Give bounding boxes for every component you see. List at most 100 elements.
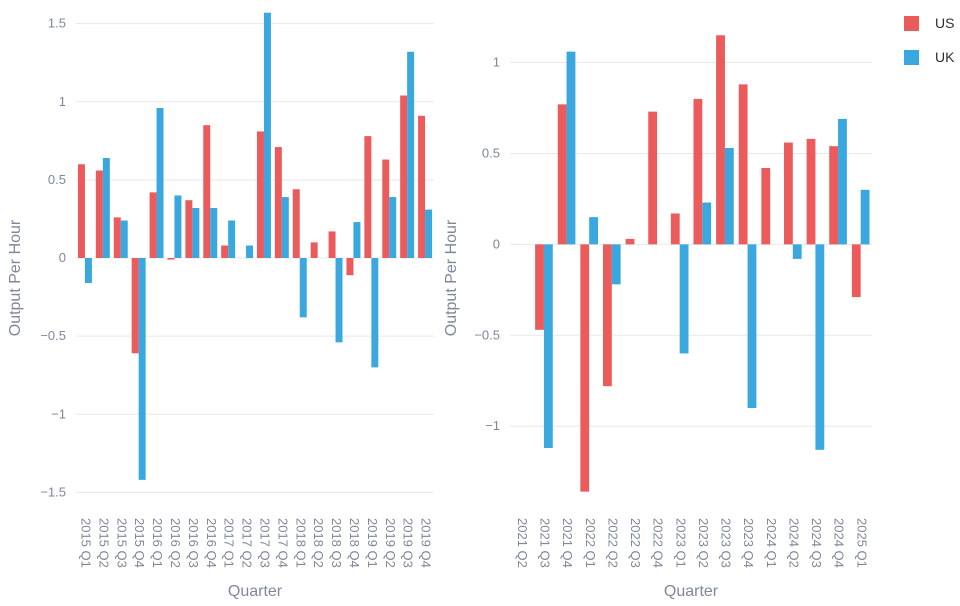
bar-uk — [407, 51, 415, 258]
bar-us — [557, 104, 567, 245]
x-tick-label: 2019 Q2 — [383, 518, 398, 568]
bar-uk — [210, 208, 218, 258]
bar-uk — [120, 220, 128, 258]
bar-uk — [679, 244, 689, 354]
bar-uk — [156, 108, 164, 258]
bar-uk — [299, 258, 307, 318]
x-axis-title: Quarter — [664, 583, 719, 600]
bar-uk — [838, 118, 847, 245]
bar-us — [382, 159, 390, 258]
bar-us — [149, 192, 157, 258]
bar-us — [602, 244, 612, 387]
x-tick-label: 2016 Q2 — [168, 518, 183, 568]
bar-uk — [174, 195, 182, 258]
x-tick-label: 2016 Q3 — [186, 518, 201, 568]
x-tick-label: 2022 Q1 — [583, 518, 598, 568]
bar-us — [310, 242, 318, 258]
bar-us — [221, 245, 229, 258]
bar-uk — [335, 258, 343, 343]
bar-us — [716, 35, 725, 245]
bar-uk — [425, 209, 433, 258]
legend-label-us: US — [935, 15, 954, 31]
x-tick-label: 2022 Q2 — [605, 518, 620, 568]
x-axis-title: Quarter — [228, 583, 283, 600]
legend-swatch-us — [904, 16, 919, 31]
x-tick-label: 2022 Q4 — [651, 518, 666, 568]
bar-us — [625, 238, 635, 245]
bar-us — [418, 115, 426, 258]
bar-uk — [228, 220, 236, 258]
x-tick-label: 2015 Q4 — [132, 518, 147, 568]
bar-us — [328, 231, 336, 258]
bar-uk — [246, 245, 254, 258]
bar-uk — [860, 189, 870, 245]
x-tick-label: 2023 Q1 — [673, 518, 688, 568]
x-tick-label: 2024 Q1 — [764, 518, 779, 568]
x-tick-label: 2015 Q2 — [96, 518, 111, 568]
x-tick-label: 2017 Q3 — [258, 518, 273, 568]
bar-us — [113, 217, 121, 258]
bar-us — [535, 244, 544, 330]
chart-panel-right: −1 −0.5 0 0.5 1 2021 Q2 2021 Q3 2021 Q4 2022 Q1 2… — [443, 35, 872, 600]
x-tick-label: 2021 Q3 — [538, 518, 553, 568]
bar-uk — [747, 244, 757, 408]
x-tick-label: 2015 Q1 — [79, 518, 94, 568]
bar-us — [580, 244, 590, 492]
bar-uk — [138, 258, 146, 480]
x-tick-label: 2015 Q3 — [114, 518, 129, 568]
bar-us — [693, 98, 703, 245]
y-tick-label: 0.5 — [48, 172, 66, 187]
x-tick-label: 2024 Q3 — [809, 518, 824, 568]
bar-uk — [611, 244, 621, 285]
y-tick-label: −1 — [485, 418, 500, 433]
bar-us — [167, 258, 175, 260]
bar-uk — [102, 158, 110, 258]
x-tick-label: 2024 Q4 — [832, 518, 847, 568]
bar-uk — [84, 258, 92, 283]
bar-uk — [389, 197, 397, 258]
bar-us — [256, 131, 264, 258]
y-tick-label: 1.5 — [48, 16, 66, 31]
bar-us — [274, 147, 282, 258]
x-tick-label: 2018 Q1 — [293, 518, 308, 568]
x-tick-label: 2019 Q3 — [401, 518, 416, 568]
bar-us — [131, 258, 139, 354]
bar-us — [346, 258, 354, 276]
bar-us — [292, 189, 300, 258]
legend-swatch-uk — [904, 50, 919, 65]
y-tick-label: 0.5 — [482, 145, 500, 160]
bar-uk — [589, 217, 599, 245]
bar-uk — [281, 197, 289, 258]
bar-uk — [724, 148, 734, 245]
x-tick-label: 2018 Q3 — [329, 518, 344, 568]
bar-us — [364, 136, 372, 258]
x-tick-label: 2017 Q1 — [222, 518, 237, 568]
bar-us — [648, 111, 658, 245]
x-tick-label: 2021 Q2 — [515, 518, 530, 568]
bar-uk — [192, 208, 200, 258]
bar-us — [77, 164, 85, 258]
y-tick-label: 1 — [59, 94, 66, 109]
bar-uk — [263, 12, 271, 258]
bar-uk — [566, 51, 576, 245]
y-tick-label: −0.5 — [474, 327, 500, 342]
x-tick-label: 2018 Q2 — [311, 518, 326, 568]
bar-us — [783, 142, 793, 245]
y-tick-label: 0 — [493, 236, 500, 251]
bar-uk — [543, 244, 553, 448]
x-tick-label: 2019 Q1 — [365, 518, 380, 568]
bar-us — [670, 213, 680, 245]
x-tick-label: 2023 Q2 — [696, 518, 711, 568]
legend-label-uk: UK — [935, 49, 955, 65]
x-tick-label: 2019 Q4 — [419, 518, 434, 568]
bar-us — [203, 125, 211, 258]
x-tick-label: 2018 Q4 — [347, 518, 362, 568]
bar-us — [851, 244, 861, 298]
bar-uk — [792, 244, 802, 259]
x-tick-label: 2017 Q2 — [240, 518, 255, 568]
y-tick-label: 1 — [493, 55, 500, 70]
y-tick-label: −1.5 — [40, 484, 66, 499]
bar-us — [738, 84, 748, 245]
x-tick-label: 2016 Q1 — [150, 518, 165, 568]
